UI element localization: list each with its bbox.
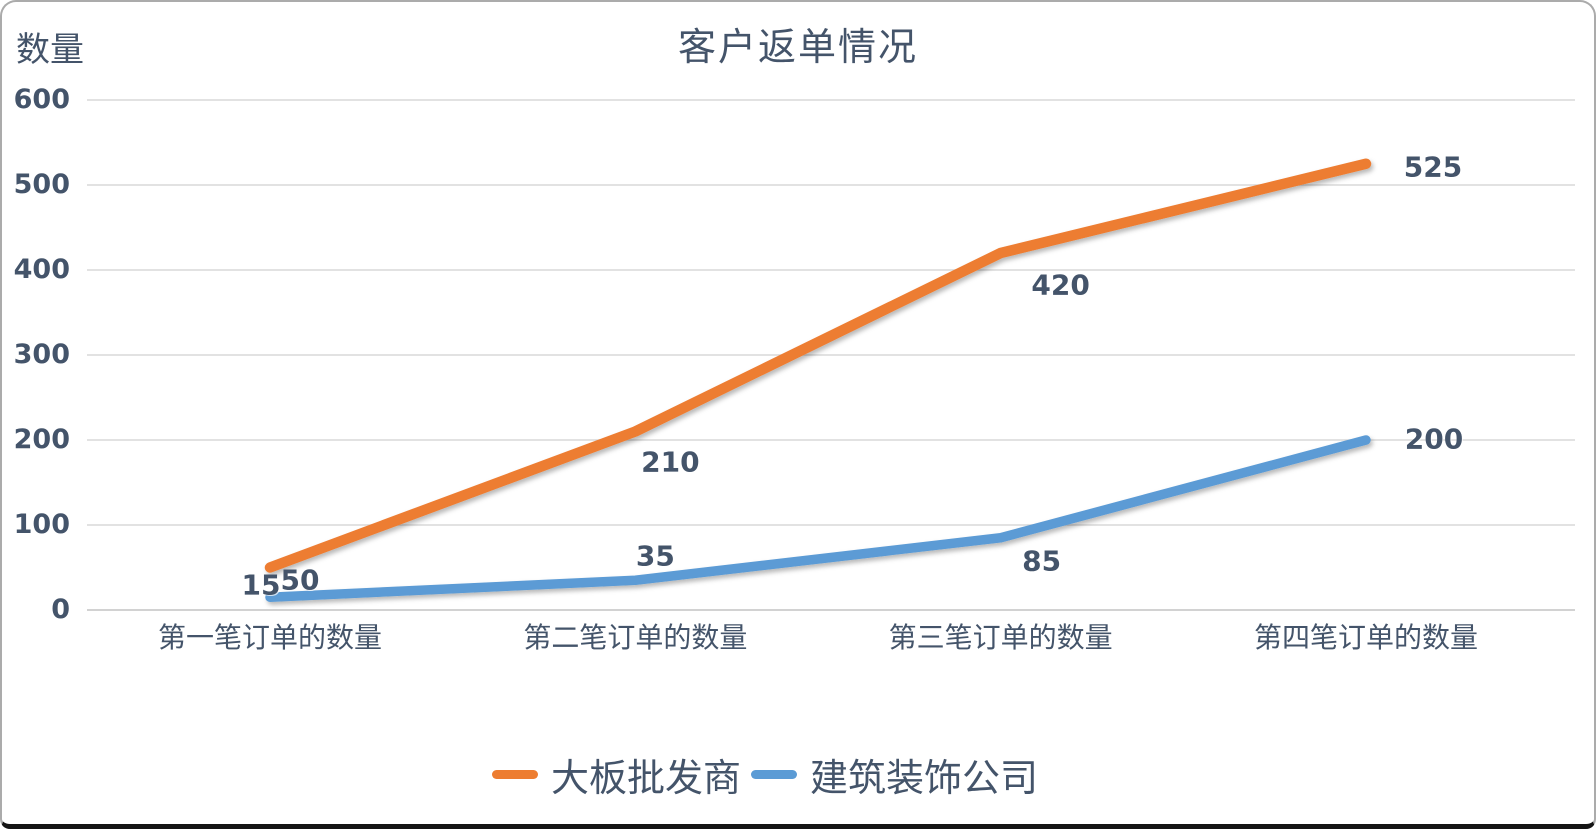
chart-title: 客户返单情况 [677, 25, 918, 69]
data-label: 525 [1403, 150, 1463, 184]
series-line-2 [265, 435, 1371, 602]
legend-line-icon [751, 770, 797, 779]
y-tick-label: 500 [13, 169, 70, 200]
data-label: 85 [1022, 544, 1062, 578]
legend-item-2: 建筑装饰公司 [751, 747, 1038, 802]
legend-item-1: 大板批发商 [491, 747, 741, 802]
x-axis-label: 第一笔订单的数量 [157, 621, 382, 654]
x-axis-label: 第四笔订单的数量 [1253, 621, 1478, 654]
x-axis-label: 第三笔订单的数量 [888, 621, 1113, 654]
y-tick-label: 0 [51, 594, 70, 625]
data-label: 50 [280, 563, 320, 596]
y-tick-label: 400 [13, 254, 70, 285]
legend-line-icon [491, 770, 538, 779]
data-label: 420 [1031, 268, 1090, 302]
y-tick-label: 600 [13, 84, 70, 115]
legend-label: 建筑装饰公司 [810, 756, 1039, 800]
series-line-1 [264, 158, 1372, 573]
data-label: 35 [635, 539, 675, 573]
y-axis-title: 数量 [16, 30, 84, 70]
y-tick-label: 200 [13, 424, 70, 455]
data-label: 15 [241, 568, 281, 602]
y-tick-label: 300 [13, 339, 70, 370]
data-label: 200 [1404, 422, 1464, 456]
legend-label: 大板批发商 [550, 756, 741, 800]
data-label: 210 [641, 445, 700, 478]
x-axis-label: 第二笔订单的数量 [523, 621, 748, 654]
legend: 大板批发商 建筑装饰公司 [2, 747, 1594, 802]
y-tick-label: 100 [13, 509, 70, 540]
